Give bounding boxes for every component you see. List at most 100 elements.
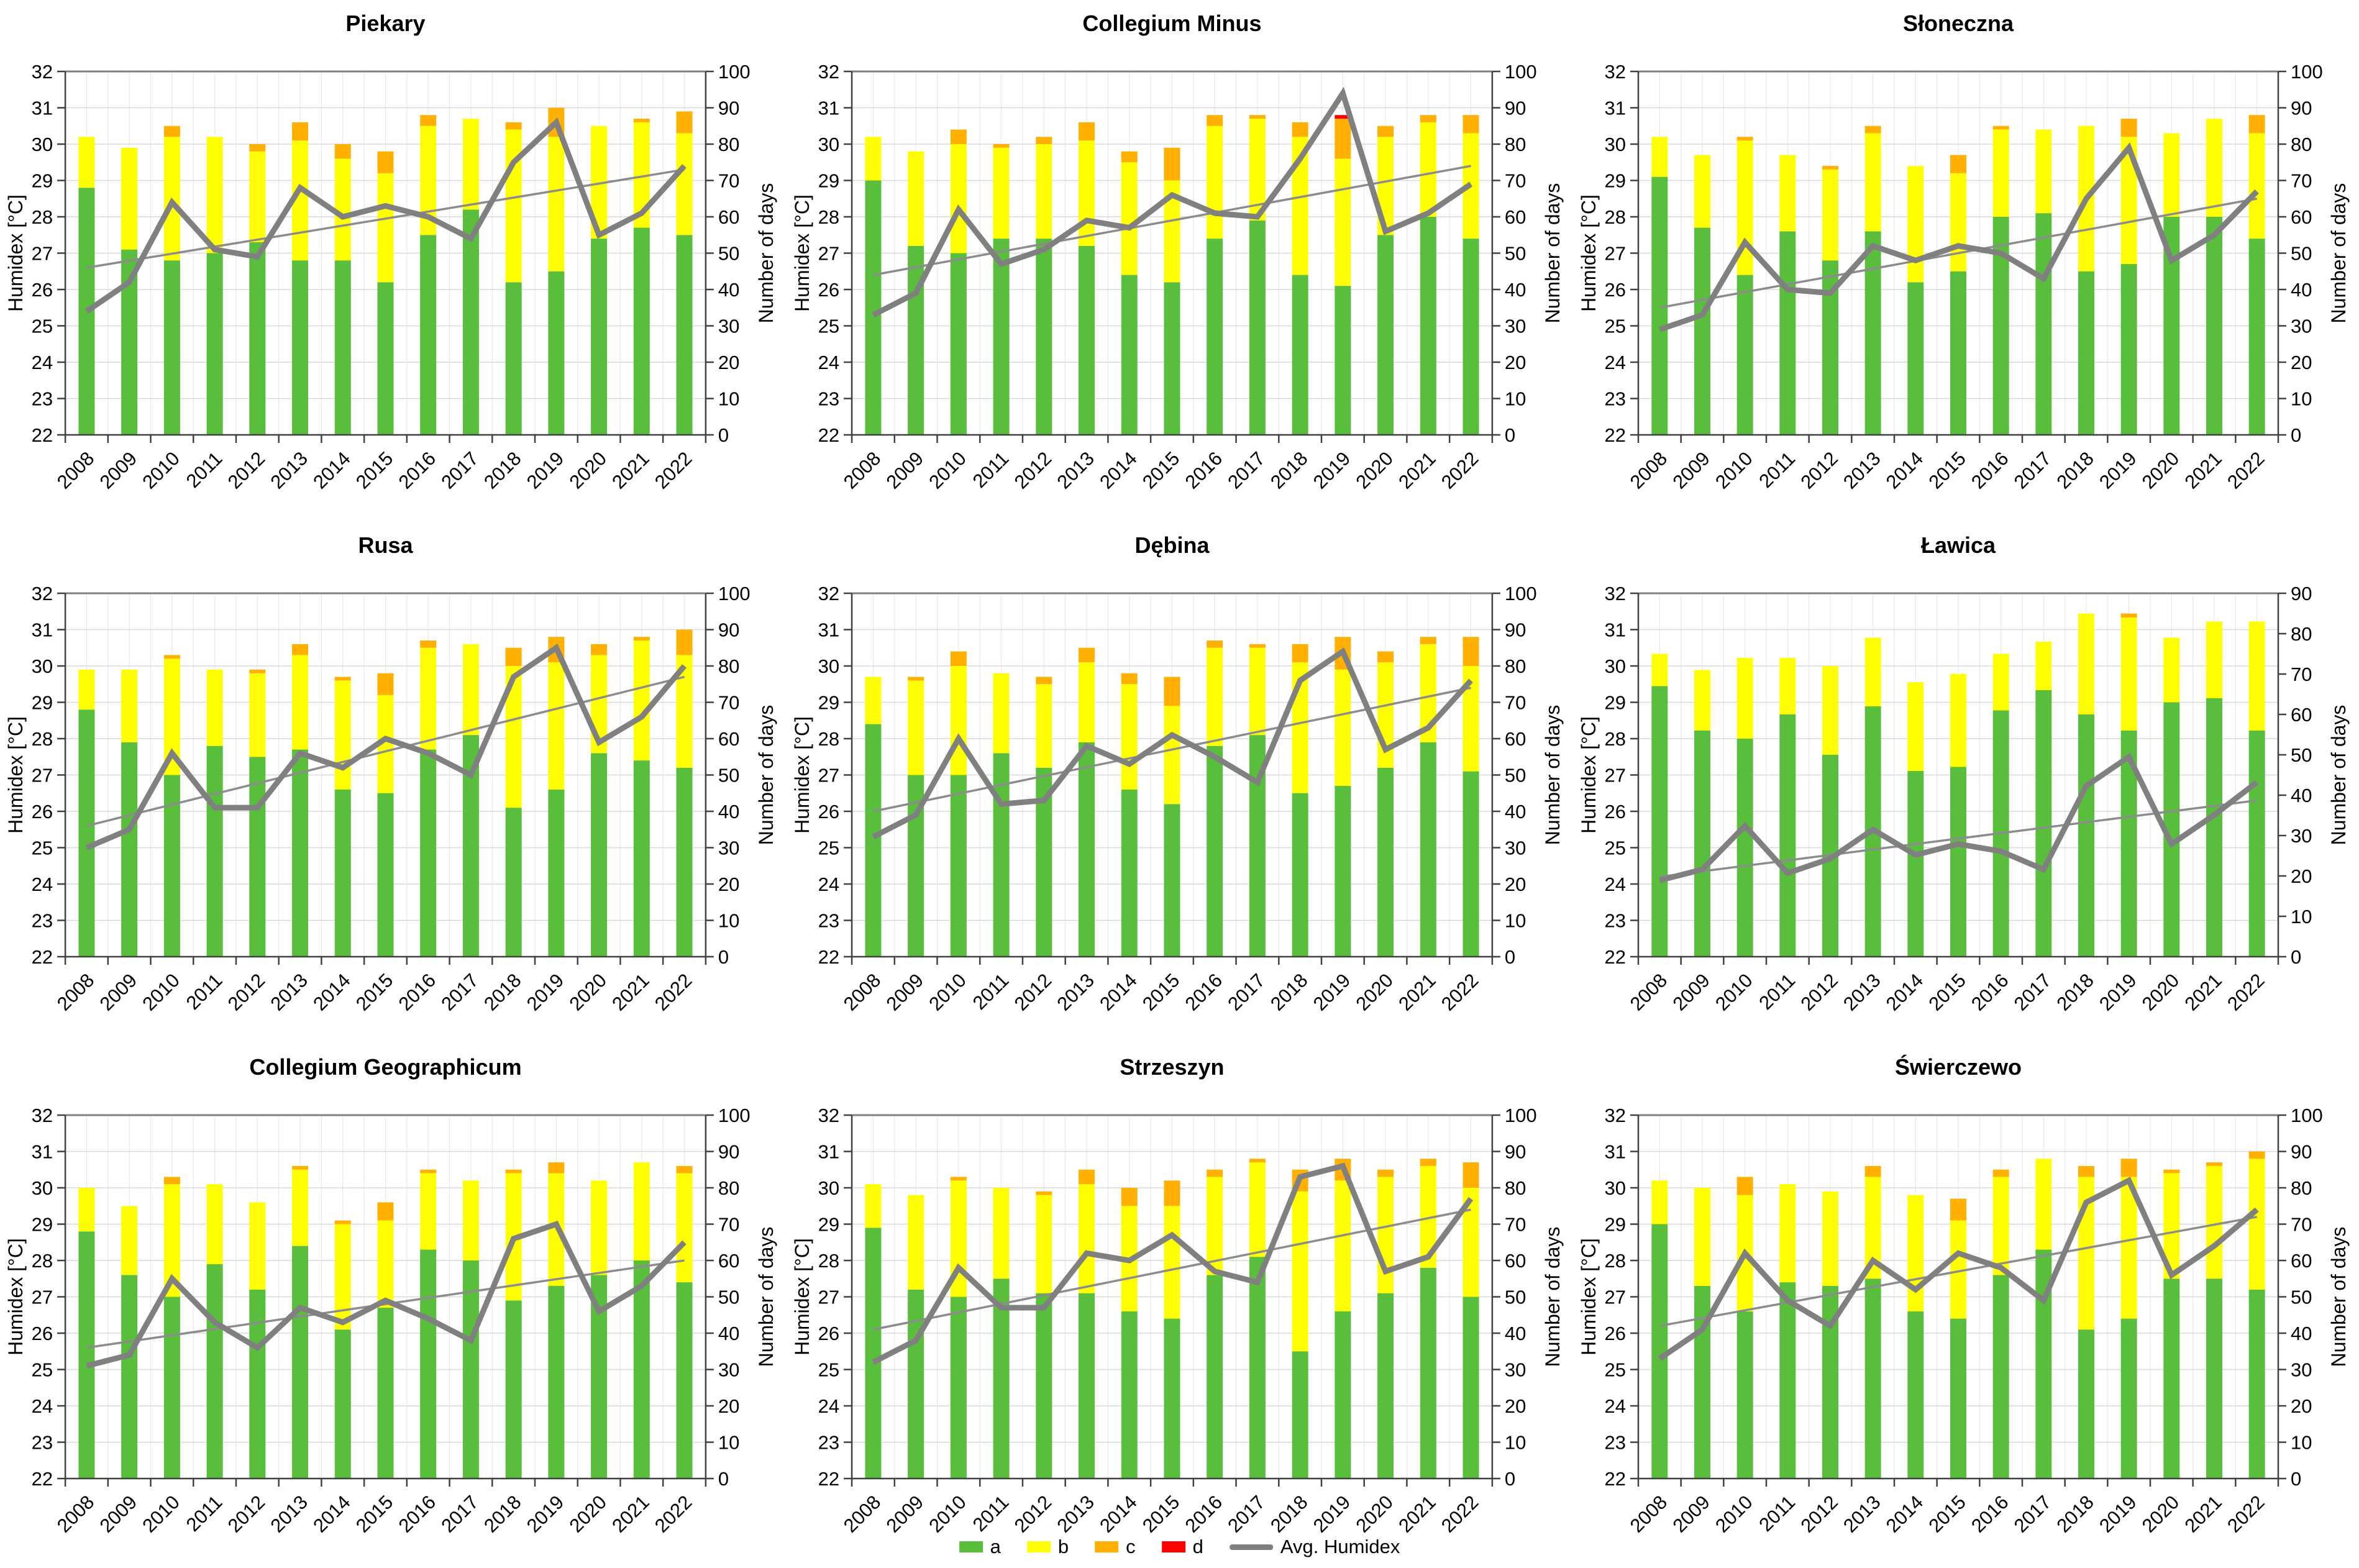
bar-c-2010 — [163, 655, 180, 659]
x-tick-label: 2022 — [2223, 1491, 2269, 1537]
svg-text:31: 31 — [32, 619, 53, 641]
svg-text:22: 22 — [1605, 1468, 1626, 1490]
x-tick-label: 2020 — [2138, 447, 2184, 493]
bar-b-2015 — [377, 173, 394, 283]
svg-text:30: 30 — [2291, 316, 2312, 337]
x-tick-label: 2012 — [1796, 1491, 1842, 1537]
svg-text:40: 40 — [1505, 279, 1526, 301]
bar-a-2013 — [1079, 245, 1095, 435]
svg-text:50: 50 — [2291, 1287, 2312, 1308]
bar-c-2017 — [1249, 644, 1266, 648]
x-tick-label: 2016 — [1967, 447, 2013, 493]
svg-text:70: 70 — [2291, 1214, 2312, 1236]
bar-c-2015 — [377, 151, 394, 173]
bar-a-2011 — [206, 253, 223, 435]
bar-b-2011 — [206, 137, 223, 253]
x-tick-label: 2022 — [1437, 447, 1483, 493]
bar-b-2021 — [1420, 122, 1436, 217]
bar-b-2013 — [1079, 140, 1095, 246]
chart-title: Słoneczna — [1903, 11, 2014, 36]
x-tick-label: 2019 — [522, 1491, 568, 1536]
bar-c-2018 — [1292, 122, 1308, 137]
bar-c-2015 — [377, 1202, 394, 1221]
bar-a-2011 — [206, 1264, 223, 1479]
svg-text:30: 30 — [2291, 1359, 2312, 1381]
bar-a-2020 — [1377, 767, 1394, 957]
svg-text:27: 27 — [818, 243, 839, 265]
bar-c-2017 — [1249, 115, 1266, 119]
trend-line — [86, 168, 685, 269]
bar-a-2008 — [78, 1231, 95, 1479]
x-tick-label: 2019 — [522, 969, 568, 1014]
chart-collegium-minus: 22 23 24 25 26 27 28 29 30 31 32 0 10 20 30 40 50 60 70 80 9… — [787, 0, 1573, 522]
svg-text:24: 24 — [1605, 1395, 1626, 1417]
bar-c-2015 — [377, 673, 394, 695]
bar-b-2017 — [462, 119, 479, 210]
x-tick-label: 2014 — [309, 447, 355, 493]
bar-a-2019 — [1335, 286, 1351, 435]
bar-a-2013 — [1864, 231, 1881, 435]
right-axis-title: Number of days — [1541, 183, 1564, 324]
bar-b-2009 — [121, 1206, 138, 1275]
bar-a-2019 — [548, 789, 565, 957]
bar-a-2015 — [1164, 804, 1180, 957]
bar-a-2010 — [1736, 275, 1753, 435]
left-axis-title: Humidex [°C] — [791, 716, 813, 834]
bar-a-2022 — [676, 767, 693, 957]
right-axis-title: Number of days — [1541, 705, 1564, 846]
bar-c-2021 — [1420, 637, 1436, 644]
svg-text:22: 22 — [818, 946, 839, 968]
svg-text:80: 80 — [718, 655, 739, 677]
x-tick-label: 2008 — [53, 1491, 99, 1536]
svg-text:24: 24 — [818, 352, 839, 373]
bar-a-2013 — [1864, 1279, 1881, 1479]
x-tick-label: 2014 — [309, 1491, 355, 1536]
bar-c-2012 — [1036, 137, 1052, 144]
svg-text:27: 27 — [818, 765, 839, 786]
left-axis-title: Humidex [°C] — [1577, 1238, 1600, 1356]
x-tick-label: 2010 — [138, 1491, 184, 1536]
left-axis-title: Humidex [°C] — [1577, 194, 1600, 312]
svg-text:31: 31 — [818, 619, 839, 641]
x-tick-label: 2010 — [138, 969, 184, 1014]
bar-b-2020 — [1377, 1177, 1394, 1293]
bar-b-2016 — [1207, 647, 1223, 746]
bar-c-2010 — [950, 651, 967, 666]
x-tick-label: 2011 — [1754, 1491, 1799, 1536]
bar-a-2009 — [121, 742, 138, 957]
bar-b-2018 — [1292, 1191, 1308, 1352]
bar-b-2015 — [1164, 1206, 1180, 1319]
svg-text:30: 30 — [32, 134, 53, 155]
x-tick-label: 2010 — [1711, 447, 1757, 493]
bar-c-2020 — [1377, 1169, 1394, 1177]
bar-a-2011 — [993, 753, 1010, 957]
x-tick-label: 2008 — [1626, 1491, 1672, 1537]
bar-c-2013 — [1079, 647, 1095, 663]
svg-text:30: 30 — [1505, 837, 1526, 859]
x-tick-label: 2020 — [565, 447, 611, 493]
x-tick-label: 2018 — [1266, 969, 1312, 1014]
svg-text:40: 40 — [718, 801, 739, 823]
x-tick-label: 2009 — [96, 969, 142, 1014]
x-tick-label: 2008 — [839, 447, 885, 493]
bar-a-2018 — [2078, 1329, 2094, 1479]
bar-b-2012 — [249, 673, 266, 757]
x-tick-label: 2013 — [1052, 969, 1098, 1014]
x-tick-label: 2009 — [882, 969, 928, 1014]
bar-c-2022 — [1462, 637, 1479, 666]
x-tick-label: 2008 — [839, 969, 885, 1014]
bar-b-2022 — [2248, 133, 2265, 239]
bar-b-2014 — [1907, 1195, 1924, 1311]
legend-swatch-c-icon — [1095, 1541, 1119, 1552]
bar-a-2019 — [1335, 1311, 1351, 1479]
svg-text:27: 27 — [1605, 765, 1626, 786]
bar-c-2022 — [2248, 115, 2265, 134]
svg-text:30: 30 — [32, 1177, 53, 1199]
bar-b-2014 — [334, 1224, 351, 1330]
bar-c-2013 — [1864, 125, 1881, 134]
svg-text:10: 10 — [1505, 1432, 1526, 1454]
svg-text:29: 29 — [818, 692, 839, 714]
svg-text:20: 20 — [1505, 1395, 1526, 1417]
x-tick-label: 2014 — [309, 969, 355, 1014]
svg-text:80: 80 — [2291, 1177, 2312, 1199]
